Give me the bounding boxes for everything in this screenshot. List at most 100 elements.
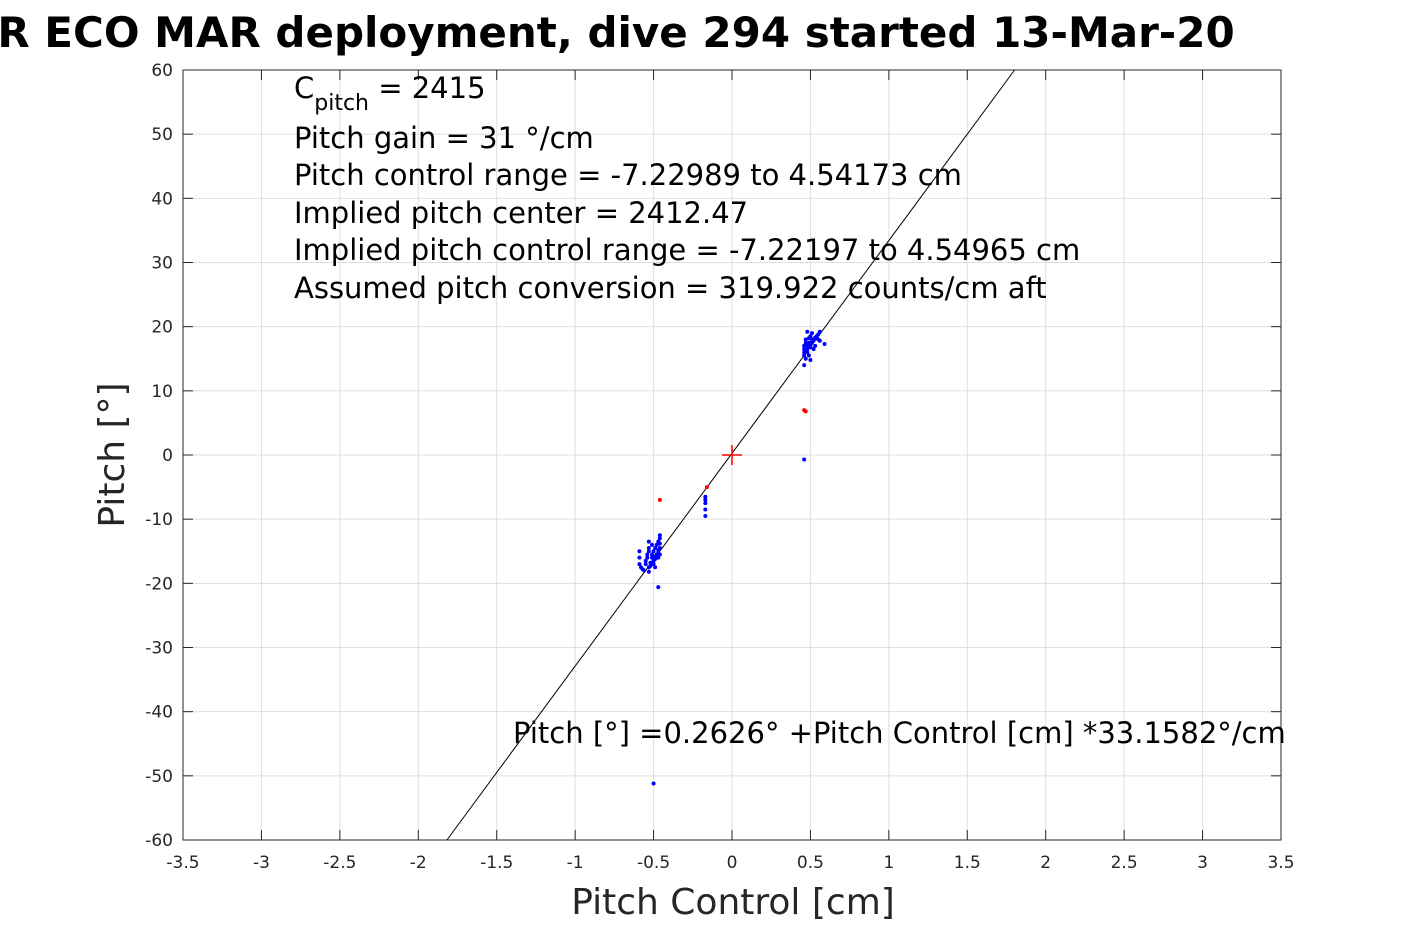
data-point (803, 409, 808, 414)
data-point (813, 343, 818, 348)
data-point (803, 340, 808, 345)
data-point (805, 350, 810, 355)
data-point (657, 497, 662, 502)
x-tick-label: 3 (1197, 853, 1208, 873)
annotation-line: Assumed pitch conversion = 319.922 count… (294, 271, 1047, 305)
x-tick-label: -2 (410, 853, 427, 873)
data-point (651, 781, 656, 786)
data-point (653, 546, 658, 551)
y-tick-label: 30 (151, 254, 173, 274)
data-point (645, 552, 650, 557)
data-point (802, 347, 807, 352)
y-tick-labels: -60 -50 -40 -30 -20 -10 0 10 20 30 40 50 60 (145, 61, 173, 851)
data-point (648, 564, 653, 569)
data-point (808, 358, 813, 363)
x-tick-label: -3.5 (166, 853, 199, 873)
y-tick-label: 20 (151, 318, 173, 338)
data-point (642, 568, 647, 573)
x-axis-label: Pitch Control [cm] (571, 882, 895, 923)
y-tick-label: -50 (145, 767, 173, 787)
data-point (637, 562, 642, 567)
data-point (645, 555, 650, 560)
data-point (646, 546, 651, 551)
data-point (657, 541, 662, 546)
data-point (648, 560, 653, 565)
plot-frame (182, 69, 1282, 841)
data-point (809, 331, 814, 336)
data-point (657, 546, 662, 551)
chart-title: TER ECO MAR deployment, dive 294 started… (0, 8, 1235, 57)
data-point (657, 536, 662, 541)
data-point (811, 338, 816, 343)
fit-equation: Pitch [°] =0.2626° +Pitch Control [cm] *… (513, 716, 1286, 750)
data-point (643, 562, 648, 567)
y-tick-label: -40 (145, 703, 173, 723)
data-point (646, 539, 651, 544)
y-tick-label: 10 (151, 382, 173, 402)
data-point (805, 343, 810, 348)
data-point (808, 334, 813, 339)
data-point (656, 585, 661, 590)
x-tick-label: 0.5 (797, 853, 824, 873)
data-point (643, 558, 648, 563)
x-tick-label: -1 (567, 853, 584, 873)
data-point (703, 494, 708, 499)
x-tick-label: 3.5 (1267, 853, 1294, 873)
x-tick-label: 2 (1040, 853, 1051, 873)
data-point (802, 363, 807, 368)
y-tick-label: -60 (145, 831, 173, 851)
annotation-line: Implied pitch center = 2412.47 (294, 196, 748, 230)
x-tick-label: 1 (883, 853, 894, 873)
y-tick-label: -30 (145, 639, 173, 659)
x-tick-label: 0 (727, 853, 738, 873)
data-points (637, 329, 827, 786)
x-tick-labels: -3.5 -3 -2.5 -2 -1.5 -1 -0.5 0 0.5 1 1.5 2 2.5 3 3.5 (166, 853, 1294, 873)
data-point (651, 562, 656, 567)
annotation-line: Pitch gain = 31 °/cm (294, 121, 594, 155)
data-point (703, 501, 708, 506)
data-point (803, 337, 808, 342)
y-axis-label: Pitch [°] (92, 382, 133, 527)
y-tick-label: -20 (145, 574, 173, 594)
data-point (811, 347, 816, 352)
data-point (817, 329, 822, 334)
annotation-line: Cpitch = 2415 (294, 71, 486, 116)
data-point (657, 533, 662, 538)
data-point (703, 497, 708, 502)
data-point (802, 457, 807, 462)
data-point (637, 555, 642, 560)
data-point (657, 552, 662, 557)
data-point (646, 549, 651, 554)
data-point (802, 343, 807, 348)
data-point (651, 549, 656, 554)
x-tick-label: 2.5 (1111, 853, 1138, 873)
y-tick-label: 50 (151, 125, 173, 145)
data-point (805, 329, 810, 334)
x-tick-label: -2.5 (323, 853, 356, 873)
x-tick-label: -3 (253, 853, 270, 873)
data-point (806, 353, 811, 358)
x-tick-label: -0.5 (637, 853, 670, 873)
data-point (703, 513, 708, 518)
data-point (805, 347, 810, 352)
data-point (637, 549, 642, 554)
data-point (822, 341, 827, 346)
data-point (703, 507, 708, 512)
x-tick-label: -1.5 (480, 853, 513, 873)
data-point (704, 485, 709, 490)
y-tick-label: -10 (145, 510, 173, 530)
data-point (656, 555, 661, 560)
data-point (654, 542, 659, 547)
y-tick-label: 60 (151, 61, 173, 81)
data-point (646, 569, 651, 574)
x-tick-label: 1.5 (954, 853, 981, 873)
annotation-line: Pitch control range = -7.22989 to 4.5417… (294, 158, 962, 192)
data-point (653, 565, 658, 570)
data-point (803, 356, 808, 361)
data-point (802, 350, 807, 355)
y-tick-label: 0 (162, 446, 173, 466)
data-point (817, 338, 822, 343)
